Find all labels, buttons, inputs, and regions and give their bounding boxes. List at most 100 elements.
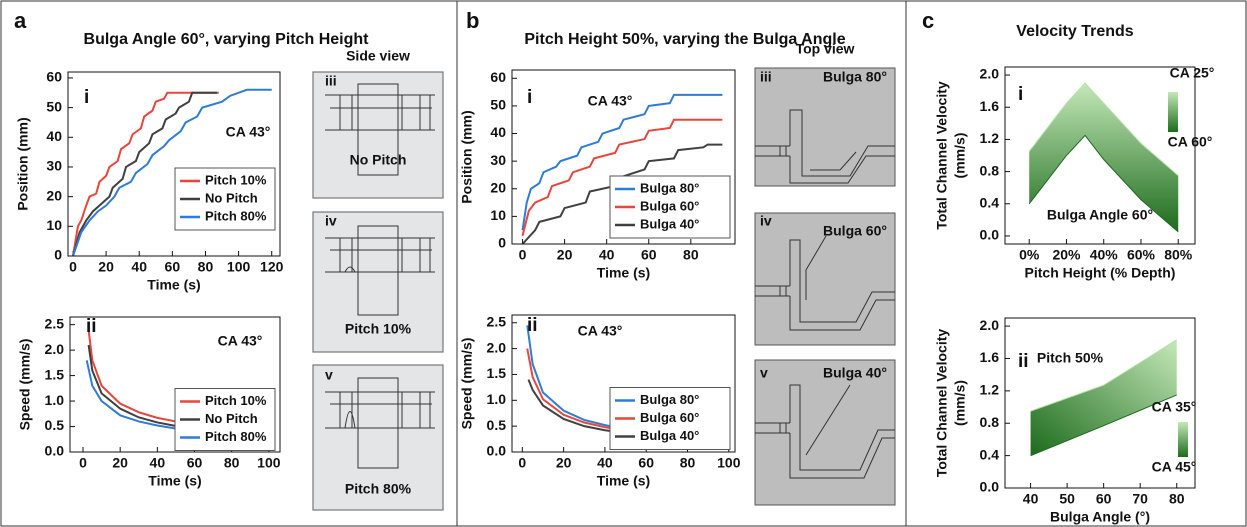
x-tick-label: 100 xyxy=(717,455,741,471)
annotation: Bulga Angle 60° xyxy=(1047,207,1153,223)
y-tick-label: 30 xyxy=(490,152,506,168)
x-axis-label: Pitch Height (% Depth) xyxy=(1025,265,1176,281)
panel-numeral: ii xyxy=(527,315,538,336)
y-tick-label: 60 xyxy=(46,69,62,85)
y-tick-label: 1.0 xyxy=(487,391,507,407)
legend-label: Pitch 10% xyxy=(205,172,267,187)
x-tick-label: 0 xyxy=(519,247,527,263)
x-tick-label: 60% xyxy=(1127,247,1156,263)
legend-label: Bulga 40° xyxy=(640,216,699,231)
y-tick-label: 1.6 xyxy=(980,349,1000,365)
y-axis-label: Total Channel Velocity xyxy=(934,81,950,230)
y-tick-label: 2.5 xyxy=(487,313,507,329)
annotation: CA 43° xyxy=(578,323,623,339)
colorbar xyxy=(1168,92,1178,132)
panel-numeral: i xyxy=(84,87,89,108)
legend-label: Pitch 80% xyxy=(205,208,267,223)
x-tick-label: 80 xyxy=(1169,491,1185,507)
annotation: CA 43° xyxy=(226,124,271,140)
x-axis-label: Time (s) xyxy=(597,265,650,281)
x-tick-label: 60 xyxy=(638,455,654,471)
panel-numeral: ii xyxy=(1018,351,1029,372)
y-tick-label: 10 xyxy=(46,217,62,233)
y-tick-label: 1.0 xyxy=(45,392,65,408)
y-axis-label: Speed (mm/s) xyxy=(17,339,33,431)
y-tick-label: 50 xyxy=(46,98,62,114)
x-tick-label: 80 xyxy=(680,455,696,471)
y-tick-label: 40 xyxy=(490,124,506,140)
figure: a Bulga Angle 60°, varying Pitch Height … xyxy=(0,0,1247,527)
y-tick-label: 10 xyxy=(490,207,506,223)
image-numeral: iii xyxy=(760,69,772,85)
y-tick-label: 0.4 xyxy=(980,194,1000,210)
y-tick-label: 50 xyxy=(490,97,506,113)
panel-letter: c xyxy=(922,8,934,33)
x-tick-label: 100 xyxy=(227,259,251,275)
y-axis-label: Total Channel Velocity xyxy=(934,329,950,478)
y-tick-label: 0.0 xyxy=(980,479,1000,495)
y-tick-label: 2.0 xyxy=(487,339,507,355)
y-tick-label: 0.0 xyxy=(980,227,1000,243)
x-tick-label: 40 xyxy=(131,259,147,275)
x-tick-label: 100 xyxy=(257,455,281,471)
y-axis-label: Position (mm) xyxy=(15,117,31,210)
y-tick-label: 40 xyxy=(46,128,62,144)
colorbar-label: CA 60° xyxy=(1168,134,1213,150)
annotation: CA 43° xyxy=(588,93,633,109)
y-tick-label: 2.0 xyxy=(980,66,1000,82)
y-tick-label: 2.5 xyxy=(45,315,65,331)
annotation: Pitch 50% xyxy=(1037,350,1104,366)
x-tick-label: 0 xyxy=(69,259,77,275)
side-view-image: iii No Pitch iv Pitch 10% v Pitch 80% xyxy=(313,72,443,510)
legend-label: Bulga 40° xyxy=(640,428,699,443)
view-title: Side view xyxy=(346,48,410,64)
image-caption: Pitch 10% xyxy=(345,321,412,337)
y-tick-label: 0.8 xyxy=(980,414,1000,430)
panel-letter: a xyxy=(14,8,27,33)
y-tick-label: 0 xyxy=(54,247,62,263)
image-caption: No Pitch xyxy=(350,152,407,168)
image-caption: Bulga 80° xyxy=(823,69,887,85)
y-axis-label: (mm/s) xyxy=(952,133,968,179)
image-numeral: v xyxy=(325,367,333,383)
x-tick-label: 20 xyxy=(557,247,573,263)
y-tick-label: 0.8 xyxy=(980,162,1000,178)
x-tick-label: 80 xyxy=(683,247,699,263)
panel-title: Velocity Trends xyxy=(1016,23,1133,40)
y-tick-label: 0.5 xyxy=(45,417,65,433)
x-axis-label: Time (s) xyxy=(597,473,650,489)
y-tick-label: 0.4 xyxy=(980,446,1000,462)
y-axis-label: Position (mm) xyxy=(459,110,475,203)
x-tick-label: 40 xyxy=(150,455,166,471)
x-tick-label: 60 xyxy=(187,455,203,471)
x-tick-label: 40 xyxy=(1023,491,1039,507)
x-axis-label: Bulga Angle (°) xyxy=(1050,509,1150,525)
y-tick-label: 2.0 xyxy=(980,317,1000,333)
x-tick-label: 120 xyxy=(260,259,284,275)
x-tick-label: 60 xyxy=(641,247,657,263)
y-tick-label: 60 xyxy=(490,69,506,85)
image-numeral: iv xyxy=(325,213,337,229)
x-tick-label: 40 xyxy=(599,247,615,263)
y-axis-label: (mm/s) xyxy=(952,380,968,426)
x-tick-label: 80 xyxy=(224,455,240,471)
panel-letter: b xyxy=(466,8,479,33)
y-tick-label: 1.5 xyxy=(45,366,65,382)
x-tick-label: 70 xyxy=(1132,491,1148,507)
y-tick-label: 30 xyxy=(46,158,62,174)
legend-label: Pitch 10% xyxy=(205,393,267,408)
image-caption: Bulga 40° xyxy=(823,365,887,381)
y-tick-label: 2.0 xyxy=(45,341,65,357)
y-axis-label: Speed (mm/s) xyxy=(459,338,475,430)
y-tick-label: 0 xyxy=(498,235,506,251)
y-tick-label: 0.0 xyxy=(45,443,65,459)
image-numeral: iv xyxy=(760,213,772,229)
x-tick-label: 0 xyxy=(79,455,87,471)
x-tick-label: 40 xyxy=(597,455,613,471)
view-title: Top view xyxy=(796,41,855,57)
colorbar-label: CA 35° xyxy=(1152,399,1197,415)
x-tick-label: 80 xyxy=(198,259,214,275)
colorbar-label: CA 45° xyxy=(1152,459,1197,475)
y-tick-label: 1.2 xyxy=(980,130,1000,146)
x-axis-label: Time (s) xyxy=(148,473,201,489)
